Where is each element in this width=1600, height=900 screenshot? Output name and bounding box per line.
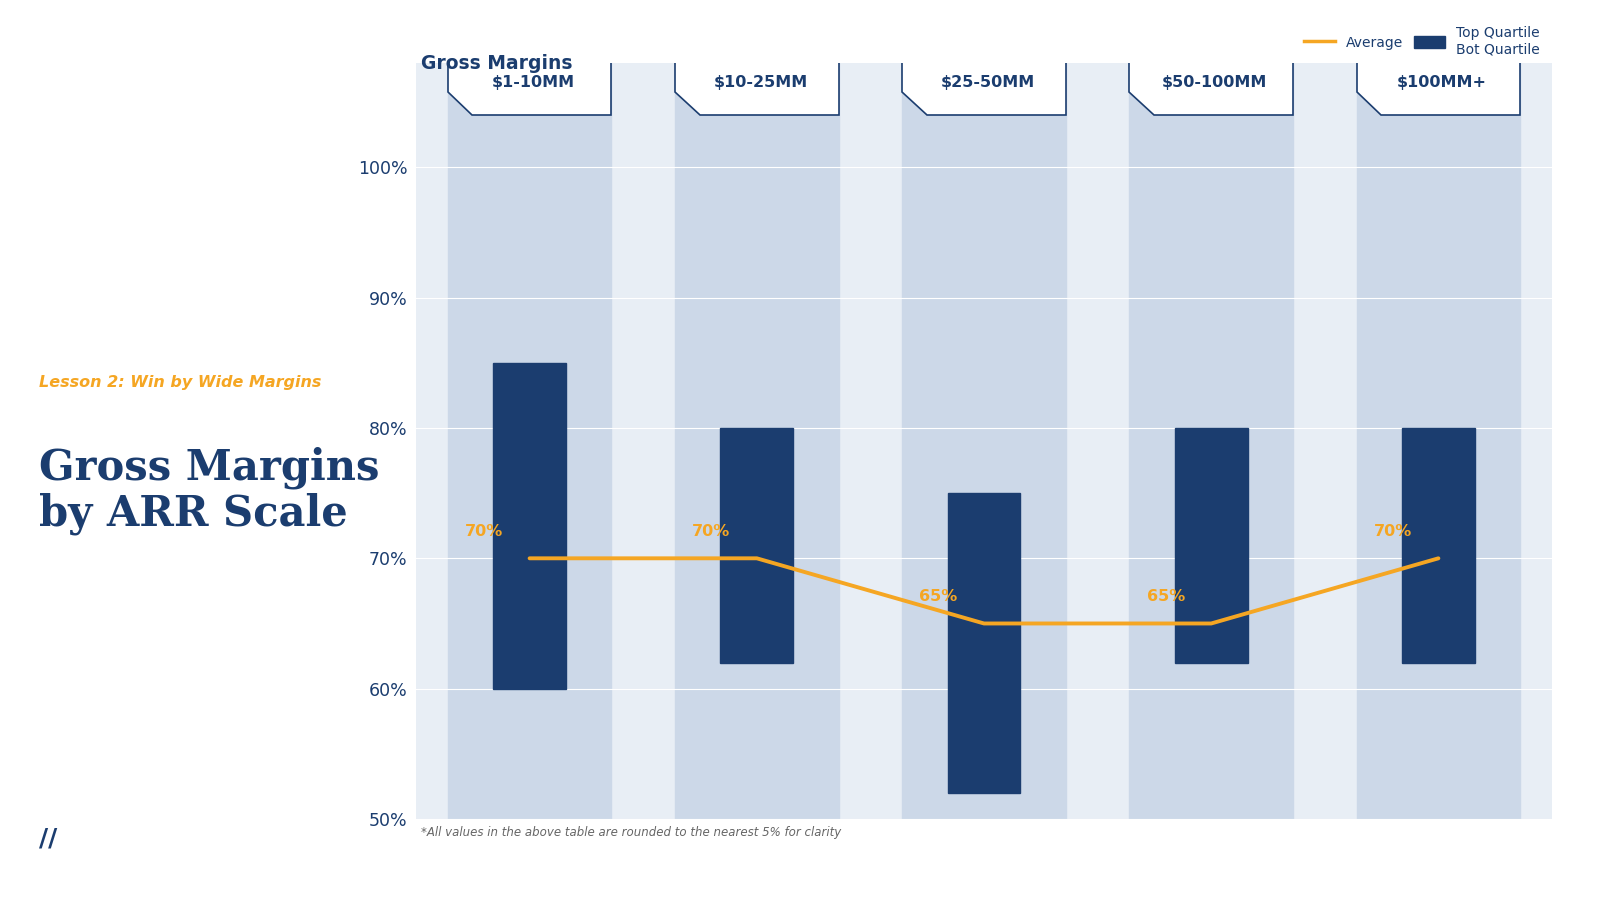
Text: $1-10MM: $1-10MM: [491, 75, 574, 90]
Text: Gross Margins
by ARR Scale: Gross Margins by ARR Scale: [38, 446, 379, 535]
Bar: [720, 428, 794, 662]
Text: Lesson 2: Win by Wide Margins: Lesson 2: Win by Wide Margins: [38, 375, 322, 390]
Text: 65%: 65%: [920, 589, 958, 604]
Text: $10-25MM: $10-25MM: [714, 75, 808, 90]
Text: 70%: 70%: [466, 524, 504, 539]
Bar: [1402, 428, 1475, 662]
Text: //: //: [38, 826, 58, 850]
Bar: [1357, 63, 1520, 819]
Text: $25-50MM: $25-50MM: [941, 75, 1035, 90]
Text: Gross Margins: Gross Margins: [421, 54, 573, 74]
Bar: [1130, 63, 1293, 819]
Bar: [493, 363, 566, 688]
Text: 70%: 70%: [693, 524, 731, 539]
Bar: [1174, 428, 1248, 662]
Legend: Average, Top Quartile
Bot Quartile: Average, Top Quartile Bot Quartile: [1299, 21, 1546, 62]
Polygon shape: [448, 50, 611, 115]
Bar: [947, 493, 1021, 793]
Bar: [448, 63, 611, 819]
Text: 65%: 65%: [1147, 589, 1186, 604]
Text: *All values in the above table are rounded to the nearest 5% for clarity: *All values in the above table are round…: [421, 825, 840, 839]
Bar: [902, 63, 1066, 819]
Text: $100MM+: $100MM+: [1397, 75, 1486, 90]
Polygon shape: [1130, 50, 1293, 115]
Text: 70%: 70%: [1374, 524, 1413, 539]
Text: $50-100MM: $50-100MM: [1162, 75, 1267, 90]
Bar: [675, 63, 838, 819]
Polygon shape: [675, 50, 838, 115]
Polygon shape: [902, 50, 1066, 115]
Polygon shape: [1357, 50, 1520, 115]
